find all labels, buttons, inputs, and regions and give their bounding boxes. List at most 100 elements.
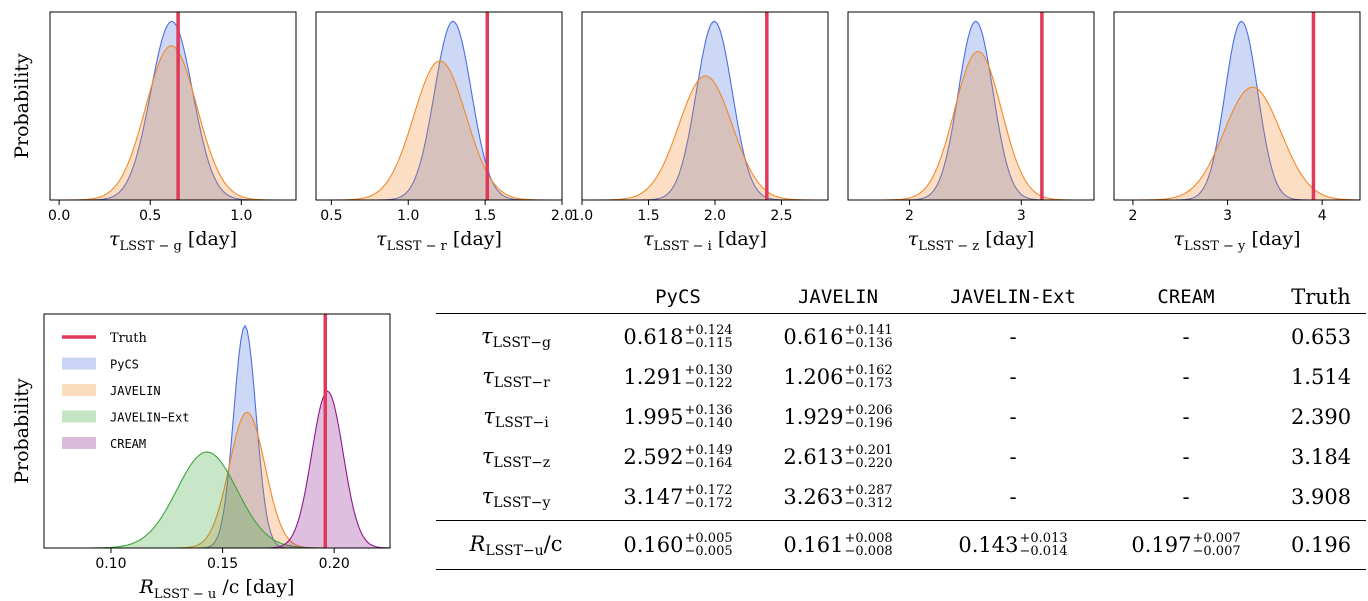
cell-pycs: 3.147 +0.172 −0.172 [623, 483, 733, 511]
x-tick-label: 1.5 [637, 208, 659, 224]
x-axis-label: τLSST − i [day] [643, 228, 767, 254]
density-fill-javelin [848, 51, 1094, 200]
legend-label-javelin-ext: JAVELIN−Ext [110, 411, 189, 425]
x-axis-label: τLSST − y [day] [1174, 228, 1301, 254]
x-tick-label: 2.5 [770, 208, 792, 224]
panel-3: 2 3 τLSST − z [day] [847, 11, 1095, 254]
x-tick-label: 1.0 [230, 208, 252, 224]
x-tick-label: 0.5 [139, 208, 161, 224]
row-label: τLSST−y [481, 483, 551, 511]
x-axis-label: τLSST − z [day] [908, 228, 1035, 254]
cell-javelin-ext: - [1009, 445, 1017, 469]
cell-pycs: 1.995 +0.136 −0.140 [623, 403, 733, 431]
legend-label-javelin: JAVELIN [110, 384, 161, 398]
legend-swatch-cream [62, 437, 96, 449]
header-javelin-ext: JAVELIN-Ext [950, 286, 1076, 308]
y-axis-label: Probability [11, 378, 33, 484]
axes-frame [49, 11, 297, 201]
panel-1: 0.5 1.0 1.5 2.0 τLSST − r [day] [315, 11, 573, 254]
row-label: RLSST−u/c [469, 531, 563, 559]
legend-label-cream: CREAM [110, 437, 146, 451]
table-row: τLSST−i 1.995 +0.136 −0.140 1.929 +0.206 −0.19… [436, 397, 1366, 437]
x-tick-label: 0.15 [207, 556, 238, 572]
legend-swatch-pycs [62, 357, 96, 370]
legend-swatch-javelin-ext [62, 410, 96, 423]
density-fill-pycs [50, 21, 296, 201]
cell-javelin: 1.929 +0.206 −0.196 [783, 403, 893, 431]
x-tick-label: 1.0 [571, 208, 593, 224]
cell-truth: 0.653 [1290, 325, 1352, 349]
legend: Truth PyCS JAVELIN JAVELIN−Ext CREAM [62, 331, 189, 451]
row-label: τLSST−r [482, 363, 550, 391]
cell-truth: 3.908 [1290, 485, 1352, 509]
cell-javelin: 2.613 +0.201 −0.220 [783, 443, 893, 471]
cell-cream: - [1182, 405, 1190, 429]
legend-label-pycs: PyCS [110, 358, 139, 372]
x-tick-label: 4 [1318, 208, 1327, 224]
table-row: τLSST−z 2.592 +0.149 −0.164 2.613 +0.201 −0.22… [436, 437, 1366, 477]
density-fill-cream [44, 391, 390, 548]
x-axis-label: RLSST − u /c [day] [139, 576, 295, 601]
panel-5: 0.10 0.15 0.20 RLSST − u /c [day] Probabilit… [11, 313, 391, 601]
table-row: τLSST−r 1.291 +0.130 −0.122 1.206 +0.162 −0.17… [436, 357, 1366, 397]
table-row: τLSST−y 3.147 +0.172 −0.172 3.263 +0.287 −0.31… [436, 477, 1366, 517]
density-line-javelin [50, 45, 296, 201]
density-line-javelin [316, 60, 562, 201]
density-fill-javelin [582, 75, 828, 200]
legend-label-truth: Truth [110, 331, 147, 346]
axes-frame [847, 11, 1095, 201]
cell-pycs: 0.160 +0.005 −0.005 [623, 531, 733, 559]
cell-javelin: 0.616 +0.141 −0.136 [783, 323, 893, 351]
cell-javelin: 1.206 +0.162 −0.173 [783, 363, 893, 391]
cell-javelin-ext: - [1009, 325, 1017, 349]
cell-javelin-ext: - [1009, 405, 1017, 429]
density-line-javelin [582, 75, 828, 201]
axes-frame [581, 11, 829, 201]
cell-pycs: 0.618 +0.124 −0.115 [623, 323, 733, 351]
axes-frame [43, 313, 391, 549]
results-table: PyCS JAVELIN JAVELIN-Ext CREAM Truth τLS… [436, 282, 1366, 572]
cell-truth: 2.390 [1290, 405, 1352, 429]
cell-pycs: 2.592 +0.149 −0.164 [623, 443, 733, 471]
density-fill-pycs [582, 21, 828, 201]
cell-cream: 0.197 +0.007 −0.007 [1131, 531, 1241, 559]
density-fill-javelin-ext [44, 452, 390, 548]
mid-rule [436, 520, 1366, 521]
table-row: τLSST−g 0.618 +0.124 −0.115 0.616 +0.141 −0.13… [436, 317, 1366, 357]
x-tick-label: 0.20 [319, 556, 350, 572]
cell-cream: - [1182, 325, 1190, 349]
density-fill-javelin [316, 60, 562, 201]
cell-truth: 0.196 [1290, 533, 1352, 557]
density-fill-pycs [1114, 21, 1360, 201]
cell-cream: - [1182, 485, 1190, 509]
cell-javelin-ext: - [1009, 485, 1017, 509]
density-fill-javelin [50, 45, 296, 200]
x-tick-label: 2 [905, 208, 914, 224]
x-axis-label: τLSST − g [day] [109, 228, 237, 254]
x-tick-label: 2.0 [704, 208, 726, 224]
cell-cream: - [1182, 365, 1190, 389]
axes-frame [1113, 11, 1361, 201]
cell-javelin: 0.161 +0.008 −0.008 [783, 531, 893, 559]
x-tick-label: 0.10 [95, 556, 126, 572]
axes-frame [315, 11, 563, 201]
row-label: τLSST−g [481, 323, 551, 351]
x-tick-label: 0.5 [320, 208, 342, 224]
cell-javelin: 3.263 +0.287 −0.312 [783, 483, 893, 511]
row-label: τLSST−i [483, 403, 549, 431]
panel-0: 0.0 0.5 1.0 τLSST − g [day] Probability [11, 11, 297, 254]
cell-javelin-ext: - [1009, 365, 1017, 389]
density-fill-pycs [848, 21, 1094, 201]
row-label: τLSST−z [481, 443, 551, 471]
density-fill-javelin [1114, 87, 1360, 200]
table-row: RLSST−u/c 0.160 +0.005 −0.005 0.161 +0.008 −0.… [436, 525, 1366, 565]
cell-truth: 3.184 [1290, 445, 1352, 469]
cell-truth: 1.514 [1290, 365, 1352, 389]
density-fill-javelin [44, 412, 390, 548]
legend-swatch-javelin [62, 384, 96, 396]
cell-cream: - [1182, 445, 1190, 469]
cell-pycs: 1.291 +0.130 −0.122 [623, 363, 733, 391]
cell-javelin-ext: 0.143 +0.013 −0.014 [958, 531, 1068, 559]
x-tick-label: 1.0 [397, 208, 419, 224]
